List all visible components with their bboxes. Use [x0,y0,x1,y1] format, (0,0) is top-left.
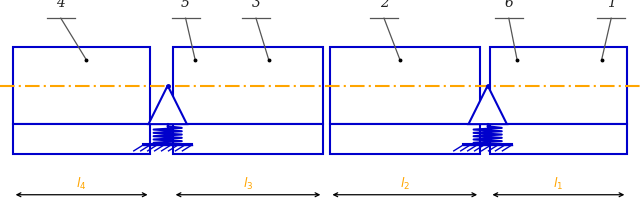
Text: $l_4$: $l_4$ [76,176,87,192]
Bar [13,124,150,154]
Bar [13,47,150,124]
Text: 2: 2 [380,0,388,10]
Text: $l_2$: $l_2$ [400,176,410,192]
Bar [173,47,323,124]
Text: 4: 4 [56,0,65,10]
Text: 1: 1 [607,0,616,10]
Text: $l_1$: $l_1$ [554,176,563,192]
Bar [490,124,627,154]
Bar [173,124,323,154]
Text: 3: 3 [252,0,260,10]
Polygon shape [148,86,187,124]
Text: 5: 5 [181,0,190,10]
Polygon shape [468,86,507,124]
Text: $l_3$: $l_3$ [243,176,253,192]
Text: 6: 6 [504,0,513,10]
Bar [330,124,480,154]
Bar [490,47,627,124]
Bar [330,47,480,124]
